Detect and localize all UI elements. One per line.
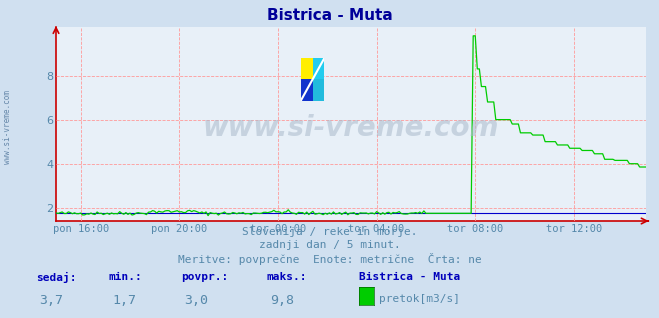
Text: Meritve: povprečne  Enote: metrične  Črta: ne: Meritve: povprečne Enote: metrične Črta:…	[178, 253, 481, 265]
Text: Slovenija / reke in morje.: Slovenija / reke in morje.	[242, 227, 417, 237]
Text: povpr.:: povpr.:	[181, 272, 229, 282]
Text: 3,0: 3,0	[185, 294, 208, 307]
Bar	[312, 58, 324, 80]
Text: 1,7: 1,7	[112, 294, 136, 307]
Text: sedaj:: sedaj:	[36, 272, 76, 283]
Text: 3,7: 3,7	[40, 294, 63, 307]
Bar	[301, 80, 312, 101]
Text: min.:: min.:	[109, 272, 142, 282]
Text: www.si-vreme.com: www.si-vreme.com	[3, 90, 13, 164]
Bar	[301, 58, 312, 80]
Text: Bistrica - Muta: Bistrica - Muta	[359, 272, 461, 282]
Text: Bistrica - Muta: Bistrica - Muta	[267, 8, 392, 23]
Text: zadnji dan / 5 minut.: zadnji dan / 5 minut.	[258, 240, 401, 250]
Text: 9,8: 9,8	[270, 294, 294, 307]
Text: maks.:: maks.:	[267, 272, 307, 282]
Bar	[312, 80, 324, 101]
Text: www.si-vreme.com: www.si-vreme.com	[203, 114, 499, 142]
Text: pretok[m3/s]: pretok[m3/s]	[379, 294, 460, 304]
